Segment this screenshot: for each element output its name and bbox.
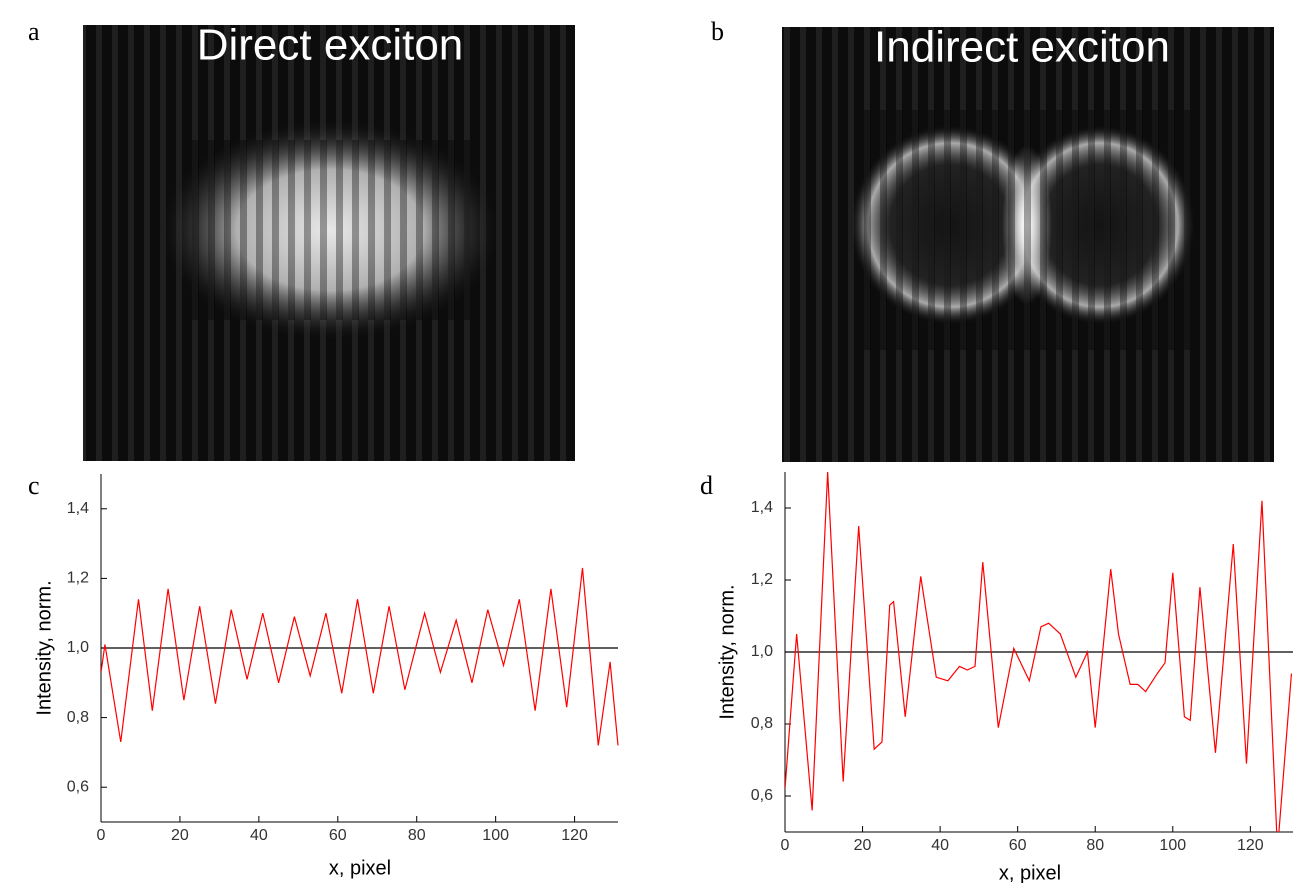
y-axis-label: Intensity, norm. [33,580,55,715]
x-tick-label: 60 [329,827,347,844]
y-axis-label: Intensity, norm. [716,584,738,719]
y-tick-label: 0,8 [751,715,773,732]
y-tick-label: 1,2 [67,570,89,587]
data-line [785,472,1293,832]
x-tick-label: 100 [1159,837,1186,854]
y-tick-label: 0,6 [67,778,89,795]
x-tick-label: 40 [250,827,268,844]
x-tick-label: 80 [1086,837,1104,854]
x-tick-label: 100 [482,827,509,844]
x-tick-label: 40 [931,837,949,854]
y-tick-label: 1,0 [751,643,773,660]
y-tick-label: 1,4 [67,500,89,517]
image-title: Direct exciton [197,21,464,70]
x-tick-label: 20 [854,837,872,854]
y-tick-label: 1,4 [751,499,773,516]
panel-label: d [700,471,713,500]
x-tick-label: 80 [408,827,426,844]
panel-label: a [28,17,40,46]
data-line [101,567,619,746]
x-axis-label: x, pixel [999,862,1061,883]
x-tick-label: 0 [781,837,790,854]
image-title: Indirect exciton [874,23,1170,72]
y-tick-label: 1,2 [751,571,773,588]
panel-label: b [711,17,724,46]
image-b [782,27,1274,462]
x-tick-label: 120 [1237,837,1264,854]
x-tick-label: 20 [171,827,189,844]
x-tick-label: 120 [561,827,588,844]
y-tick-label: 0,6 [751,787,773,804]
x-axis-label: x, pixel [329,857,391,879]
x-tick-label: 0 [97,827,106,844]
y-tick-label: 0,8 [67,709,89,726]
image-a [83,25,575,461]
x-tick-label: 60 [1009,837,1027,854]
panel-label: c [28,471,40,500]
y-tick-label: 1,0 [67,639,89,656]
